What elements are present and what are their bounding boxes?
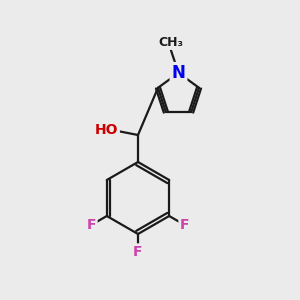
Text: HO: HO: [95, 124, 118, 137]
Text: N: N: [172, 64, 185, 82]
Text: CH₃: CH₃: [158, 36, 184, 49]
Text: F: F: [133, 245, 143, 259]
Text: F: F: [180, 218, 190, 232]
Text: F: F: [86, 218, 96, 232]
